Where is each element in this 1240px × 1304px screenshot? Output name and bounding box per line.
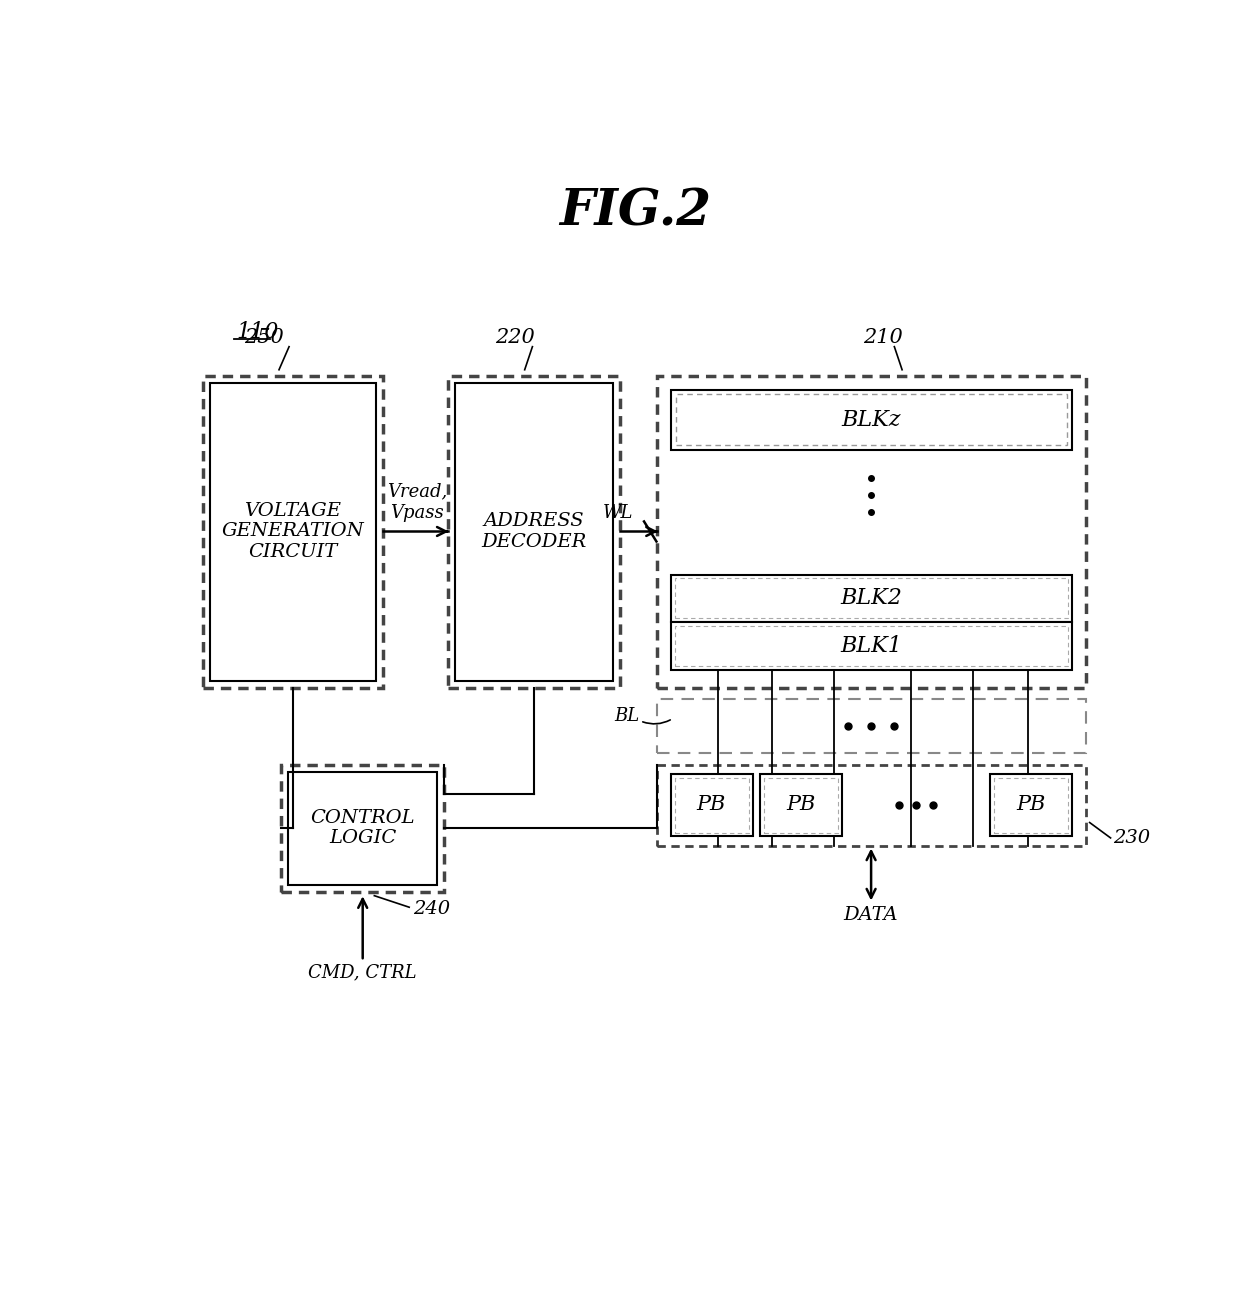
Bar <box>281 764 444 892</box>
Bar <box>671 622 1071 670</box>
Text: DATA: DATA <box>843 906 899 925</box>
Text: PB: PB <box>1016 795 1045 814</box>
Text: 220: 220 <box>495 327 534 347</box>
Bar <box>455 383 613 681</box>
Bar <box>657 764 1086 845</box>
Text: CONTROL
LOGIC: CONTROL LOGIC <box>310 808 415 848</box>
Bar <box>657 376 1086 687</box>
Text: CMD, CTRL: CMD, CTRL <box>309 964 417 982</box>
Text: 240: 240 <box>413 900 450 918</box>
Text: 210: 210 <box>863 327 903 347</box>
Text: ADDRESS
DECODER: ADDRESS DECODER <box>481 512 587 550</box>
Bar <box>764 778 838 832</box>
Bar <box>448 376 620 687</box>
Bar <box>288 772 438 885</box>
Bar <box>210 383 376 681</box>
Text: BLK1: BLK1 <box>841 635 901 657</box>
Bar <box>760 775 842 836</box>
Bar <box>657 699 1086 754</box>
Text: BLKz: BLKz <box>842 409 900 430</box>
Bar <box>671 575 1071 622</box>
Bar <box>676 394 1068 445</box>
Bar <box>203 376 383 687</box>
Bar <box>671 775 753 836</box>
Bar <box>994 778 1068 832</box>
Bar <box>991 775 1071 836</box>
Text: 230: 230 <box>1114 829 1149 846</box>
Text: PB: PB <box>786 795 815 814</box>
Text: BL: BL <box>615 707 640 725</box>
Text: WL: WL <box>603 503 634 522</box>
Text: VOLTAGE
GENERATION
CIRCUIT: VOLTAGE GENERATION CIRCUIT <box>222 502 365 561</box>
Bar <box>671 390 1071 450</box>
Bar <box>675 579 1068 618</box>
Text: Vread,
Vpass: Vread, Vpass <box>387 482 448 522</box>
Text: FIG.2: FIG.2 <box>559 188 712 236</box>
Text: 110: 110 <box>237 321 279 343</box>
Text: BLK2: BLK2 <box>841 588 901 609</box>
Text: PB: PB <box>697 795 727 814</box>
Text: 250: 250 <box>243 327 284 347</box>
Bar <box>675 778 749 832</box>
Bar <box>675 626 1068 666</box>
